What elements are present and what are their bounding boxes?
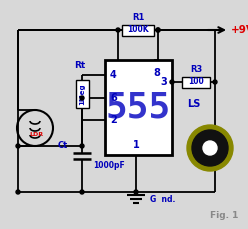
Text: 555: 555 <box>106 90 171 125</box>
Text: R3: R3 <box>190 65 202 74</box>
Circle shape <box>116 28 120 32</box>
Circle shape <box>134 190 138 194</box>
Text: 1Meg: 1Meg <box>79 83 85 105</box>
Circle shape <box>156 28 160 32</box>
Bar <box>75 80 89 108</box>
Circle shape <box>170 80 174 84</box>
Text: 1000pF: 1000pF <box>93 161 125 171</box>
Circle shape <box>80 144 84 148</box>
Circle shape <box>16 190 20 194</box>
Circle shape <box>80 190 84 194</box>
Bar <box>122 25 154 35</box>
Circle shape <box>213 80 217 84</box>
Bar <box>105 60 172 155</box>
Text: +9V: +9V <box>231 25 248 35</box>
Text: 3: 3 <box>160 77 167 87</box>
Text: 100K: 100K <box>127 25 149 35</box>
Text: LS: LS <box>187 99 201 109</box>
Text: Fig. 1: Fig. 1 <box>210 211 238 220</box>
Circle shape <box>192 130 228 166</box>
Text: 4: 4 <box>110 70 117 80</box>
Circle shape <box>16 144 20 148</box>
Text: 6: 6 <box>110 93 117 103</box>
Text: 2: 2 <box>110 115 117 125</box>
Circle shape <box>80 96 84 100</box>
Text: 1: 1 <box>133 140 139 150</box>
Text: 100: 100 <box>188 77 204 87</box>
Circle shape <box>203 141 217 155</box>
Circle shape <box>156 28 160 32</box>
Bar <box>182 76 210 87</box>
Text: Rt: Rt <box>74 60 85 69</box>
Circle shape <box>187 125 233 171</box>
Text: R1: R1 <box>132 14 144 22</box>
Text: G  nd.: G nd. <box>150 196 175 204</box>
Text: LDR: LDR <box>29 131 43 136</box>
Text: Ct: Ct <box>58 142 68 150</box>
Text: 8: 8 <box>154 68 160 78</box>
